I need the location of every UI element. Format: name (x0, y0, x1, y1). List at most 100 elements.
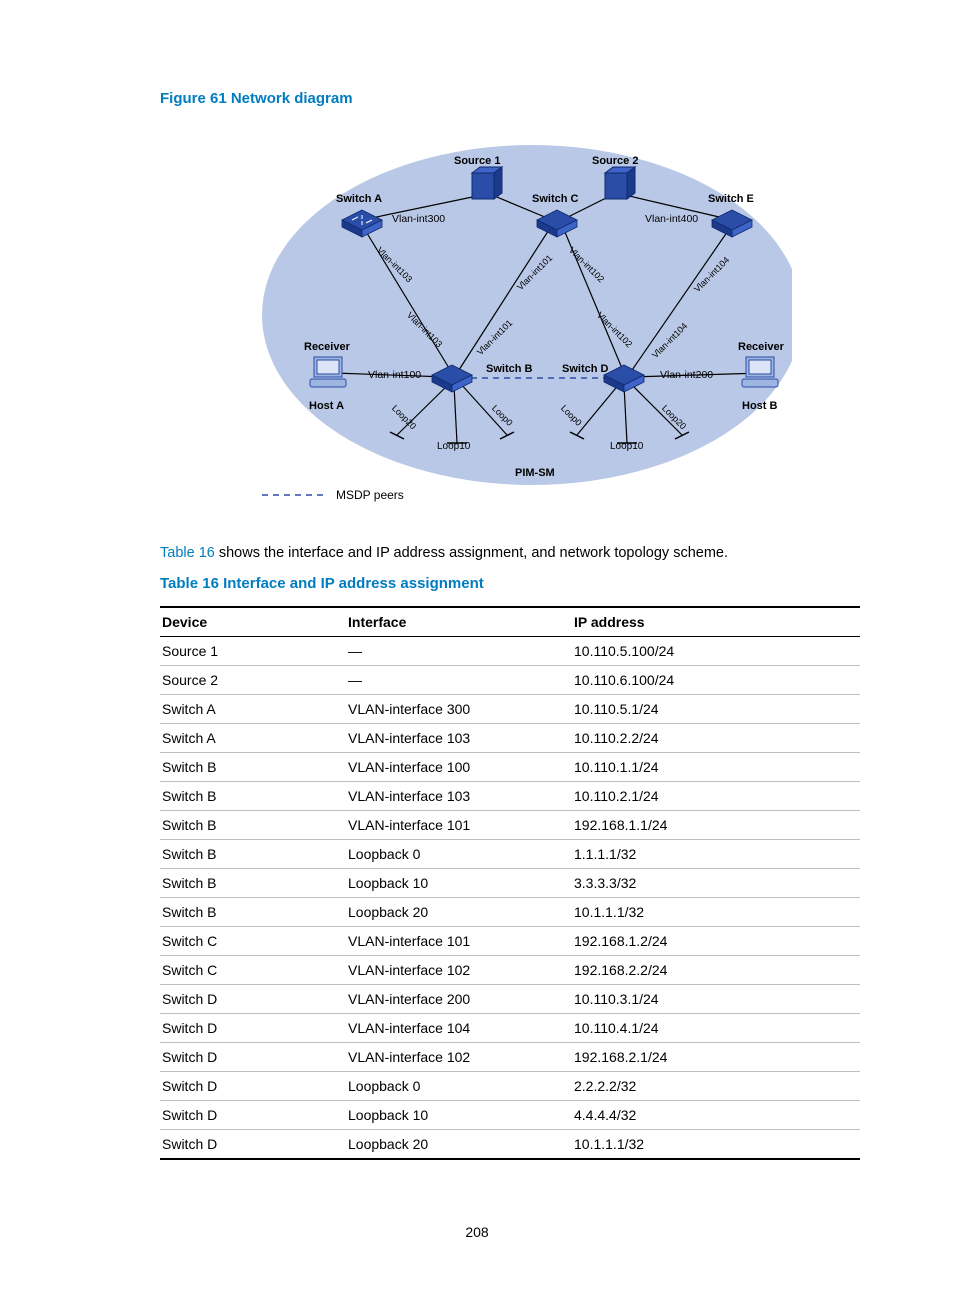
label-switchB: Switch B (486, 363, 532, 375)
table-row: Source 1—10.110.5.100/24 (160, 637, 860, 666)
table-cell: Loopback 0 (346, 1072, 572, 1101)
table-row: Switch AVLAN-interface 10310.110.2.2/24 (160, 724, 860, 753)
table-cell: 192.168.1.2/24 (572, 927, 860, 956)
table-cell: 10.110.6.100/24 (572, 666, 860, 695)
table-row: Switch CVLAN-interface 101192.168.1.2/24 (160, 927, 860, 956)
table-cell: 10.1.1.1/32 (572, 898, 860, 927)
label-source1: Source 1 (454, 155, 500, 167)
table-cell: Switch D (160, 1014, 346, 1043)
table-cell: Switch D (160, 985, 346, 1014)
table-cell: Source 1 (160, 637, 346, 666)
table-cell: 192.168.1.1/24 (572, 811, 860, 840)
table-cell: 10.110.5.1/24 (572, 695, 860, 724)
table-cell: Switch B (160, 753, 346, 782)
table-row: Switch BVLAN-interface 101192.168.1.1/24 (160, 811, 860, 840)
label-vlan200: Vlan-int200 (660, 369, 713, 381)
table-cell: Switch A (160, 724, 346, 753)
page: Figure 61 Network diagram (0, 0, 954, 1296)
table-cell: 10.110.4.1/24 (572, 1014, 860, 1043)
table-cell: 10.110.2.2/24 (572, 724, 860, 753)
table-cell: VLAN-interface 100 (346, 753, 572, 782)
label-switchC: Switch C (532, 193, 578, 205)
table-cell: Switch B (160, 840, 346, 869)
page-number: 208 (0, 1224, 954, 1240)
table-row: Switch BLoopback 01.1.1.1/32 (160, 840, 860, 869)
table-cell: VLAN-interface 101 (346, 927, 572, 956)
label-vlan300: Vlan-int300 (392, 213, 445, 225)
network-diagram: Source 1 Source 2 Switch A Switch C Swit… (232, 125, 792, 525)
table-cell: 10.1.1.1/32 (572, 1130, 860, 1160)
table-row: Switch CVLAN-interface 102192.168.2.2/24 (160, 956, 860, 985)
th-ip: IP address (572, 607, 860, 637)
table-cell: Switch B (160, 869, 346, 898)
table-cell: 3.3.3.3/32 (572, 869, 860, 898)
table-cell: 10.110.2.1/24 (572, 782, 860, 811)
th-interface: Interface (346, 607, 572, 637)
table-row: Switch BVLAN-interface 10310.110.2.1/24 (160, 782, 860, 811)
table-row: Switch BVLAN-interface 10010.110.1.1/24 (160, 753, 860, 782)
label-switchE: Switch E (708, 193, 754, 205)
table-cell: Switch D (160, 1101, 346, 1130)
table-cell: Loopback 0 (346, 840, 572, 869)
table-cell: 10.110.3.1/24 (572, 985, 860, 1014)
table-cell: VLAN-interface 102 (346, 1043, 572, 1072)
diagram-container: Source 1 Source 2 Switch A Switch C Swit… (160, 125, 864, 525)
label-vlan100: Vlan-int100 (368, 369, 421, 381)
table-row: Switch AVLAN-interface 30010.110.5.1/24 (160, 695, 860, 724)
table-cell: Switch C (160, 927, 346, 956)
intro-paragraph: Table 16 shows the interface and IP addr… (160, 545, 864, 561)
table-cell: VLAN-interface 101 (346, 811, 572, 840)
label-receiverR: Receiver (738, 341, 784, 353)
figure-title: Figure 61 Network diagram (160, 90, 864, 107)
table-cell: — (346, 637, 572, 666)
table-cell: VLAN-interface 300 (346, 695, 572, 724)
label-vlan400: Vlan-int400 (645, 213, 698, 225)
table-cell: 2.2.2.2/32 (572, 1072, 860, 1101)
table-cell: 192.168.2.2/24 (572, 956, 860, 985)
table-row: Switch DVLAN-interface 20010.110.3.1/24 (160, 985, 860, 1014)
table-ref-link[interactable]: Table 16 (160, 545, 215, 561)
table-cell: Source 2 (160, 666, 346, 695)
table-cell: VLAN-interface 104 (346, 1014, 572, 1043)
legend-msdp: MSDP peers (336, 488, 404, 502)
table-header-row: Device Interface IP address (160, 607, 860, 637)
table-cell: VLAN-interface 200 (346, 985, 572, 1014)
table-cell: 192.168.2.1/24 (572, 1043, 860, 1072)
ip-address-table: Device Interface IP address Source 1—10.… (160, 606, 860, 1160)
table-cell: Switch B (160, 811, 346, 840)
label-receiverL: Receiver (304, 341, 350, 353)
table-cell: Switch D (160, 1072, 346, 1101)
table-row: Switch DVLAN-interface 102192.168.2.1/24 (160, 1043, 860, 1072)
label-switchD: Switch D (562, 363, 608, 375)
label-pimsm: PIM-SM (515, 467, 555, 479)
th-device: Device (160, 607, 346, 637)
label-loop10b: Loop10 (610, 441, 643, 452)
table-row: Switch DLoopback 2010.1.1.1/32 (160, 1130, 860, 1160)
label-switchA: Switch A (336, 193, 382, 205)
table-row: Switch DVLAN-interface 10410.110.4.1/24 (160, 1014, 860, 1043)
label-source2: Source 2 (592, 155, 638, 167)
table-cell: Switch B (160, 782, 346, 811)
table-cell: 10.110.1.1/24 (572, 753, 860, 782)
table-cell: Switch D (160, 1043, 346, 1072)
table-row: Switch DLoopback 02.2.2.2/32 (160, 1072, 860, 1101)
label-hostA: Host A (309, 400, 344, 412)
table-cell: 1.1.1.1/32 (572, 840, 860, 869)
table-cell: VLAN-interface 102 (346, 956, 572, 985)
table-cell: VLAN-interface 103 (346, 724, 572, 753)
table-cell: Switch B (160, 898, 346, 927)
table-cell: Loopback 20 (346, 898, 572, 927)
table-cell: Loopback 20 (346, 1130, 572, 1160)
table-row: Switch BLoopback 2010.1.1.1/32 (160, 898, 860, 927)
table-cell: Loopback 10 (346, 1101, 572, 1130)
table-row: Switch BLoopback 103.3.3.3/32 (160, 869, 860, 898)
table-cell: Loopback 10 (346, 869, 572, 898)
table-cell: Switch C (160, 956, 346, 985)
table-cell: Switch D (160, 1130, 346, 1160)
intro-rest: shows the interface and IP address assig… (215, 545, 728, 561)
table-cell: — (346, 666, 572, 695)
table-cell: 10.110.5.100/24 (572, 637, 860, 666)
label-hostB: Host B (742, 400, 777, 412)
table-row: Switch DLoopback 104.4.4.4/32 (160, 1101, 860, 1130)
table-cell: 4.4.4.4/32 (572, 1101, 860, 1130)
